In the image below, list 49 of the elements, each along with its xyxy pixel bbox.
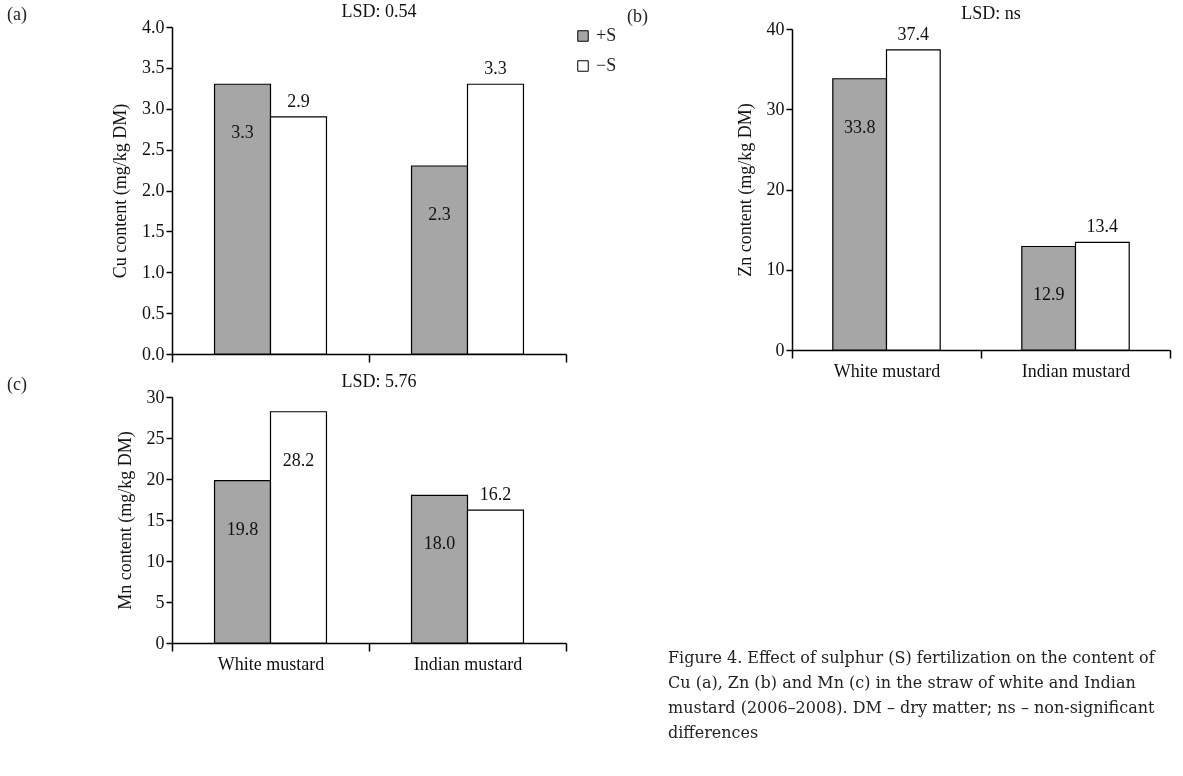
y-tick-label: 10 <box>146 550 165 571</box>
data-label: 3.3 <box>484 58 507 79</box>
y-tick-label: 10 <box>766 259 785 280</box>
y-axis-title: Cu content (mg/kg DM) <box>110 103 131 279</box>
y-tick-label: 15 <box>146 509 165 530</box>
x-tick-label: Indian mustard <box>413 653 523 674</box>
y-tick-label: 0 <box>775 339 785 360</box>
y-tick-label: 0 <box>155 632 165 653</box>
data-label: 2.9 <box>287 90 310 111</box>
data-label: 28.2 <box>282 449 315 470</box>
data-label: 37.4 <box>897 23 930 44</box>
y-tick-label: 1.0 <box>142 261 165 282</box>
y-tick-label: 3.5 <box>142 57 165 78</box>
text: (a) <box>7 4 27 25</box>
y-tick-label: 5 <box>155 591 165 612</box>
x-tick-label: Indian mustard <box>1021 360 1131 381</box>
y-tick-label: 25 <box>146 427 165 448</box>
chart-title: LSD: 0.54 <box>341 1 417 21</box>
y-tick-label: 30 <box>146 386 165 407</box>
y-tick-label: 40 <box>766 18 785 39</box>
data-label: 12.9 <box>1032 284 1065 305</box>
y-tick-label: 1.5 <box>142 220 165 241</box>
data-label: 18.0 <box>423 533 456 554</box>
y-tick-label: 0.5 <box>142 302 165 323</box>
data-label: 13.4 <box>1086 216 1119 237</box>
data-label: 19.8 <box>226 518 259 539</box>
y-tick-label: 20 <box>146 468 165 489</box>
caption: Figure 4. Effect of sulphur (S) fertilization on the content of Cu (a), Zn (b) and Mn (c) in the straw of white and Indian mustard (2006–2008). DM – dry matter; ns – non-significant differences <box>668 647 1157 744</box>
y-tick-label: 4.0 <box>142 16 165 37</box>
data-label: 33.8 <box>843 116 876 137</box>
legend-label: −S <box>596 55 617 75</box>
y-tick-label: 2.0 <box>142 180 165 200</box>
y-tick-label: 3.0 <box>142 98 165 119</box>
y-axis-title: Mn content (mg/kg DM) <box>114 431 136 610</box>
legend-label: +S <box>596 25 617 45</box>
y-tick-label: 30 <box>766 98 785 119</box>
x-tick-label: White mustard <box>833 360 941 381</box>
text: (c) <box>7 374 27 395</box>
data-label: 3.3 <box>231 122 254 143</box>
data-label: 16.2 <box>479 484 512 505</box>
y-tick-label: 0.0 <box>142 343 165 364</box>
chart-title: LSD: 5.76 <box>341 371 417 391</box>
chart-title: LSD: ns <box>961 3 1021 23</box>
data-label: 2.3 <box>428 203 451 224</box>
y-tick-label: 2.5 <box>142 139 165 160</box>
y-axis-title: Zn content (mg/kg DM) <box>734 103 756 277</box>
y-tick-label: 20 <box>766 179 785 199</box>
text: (b) <box>627 6 648 27</box>
x-tick-label: White mustard <box>217 653 325 674</box>
